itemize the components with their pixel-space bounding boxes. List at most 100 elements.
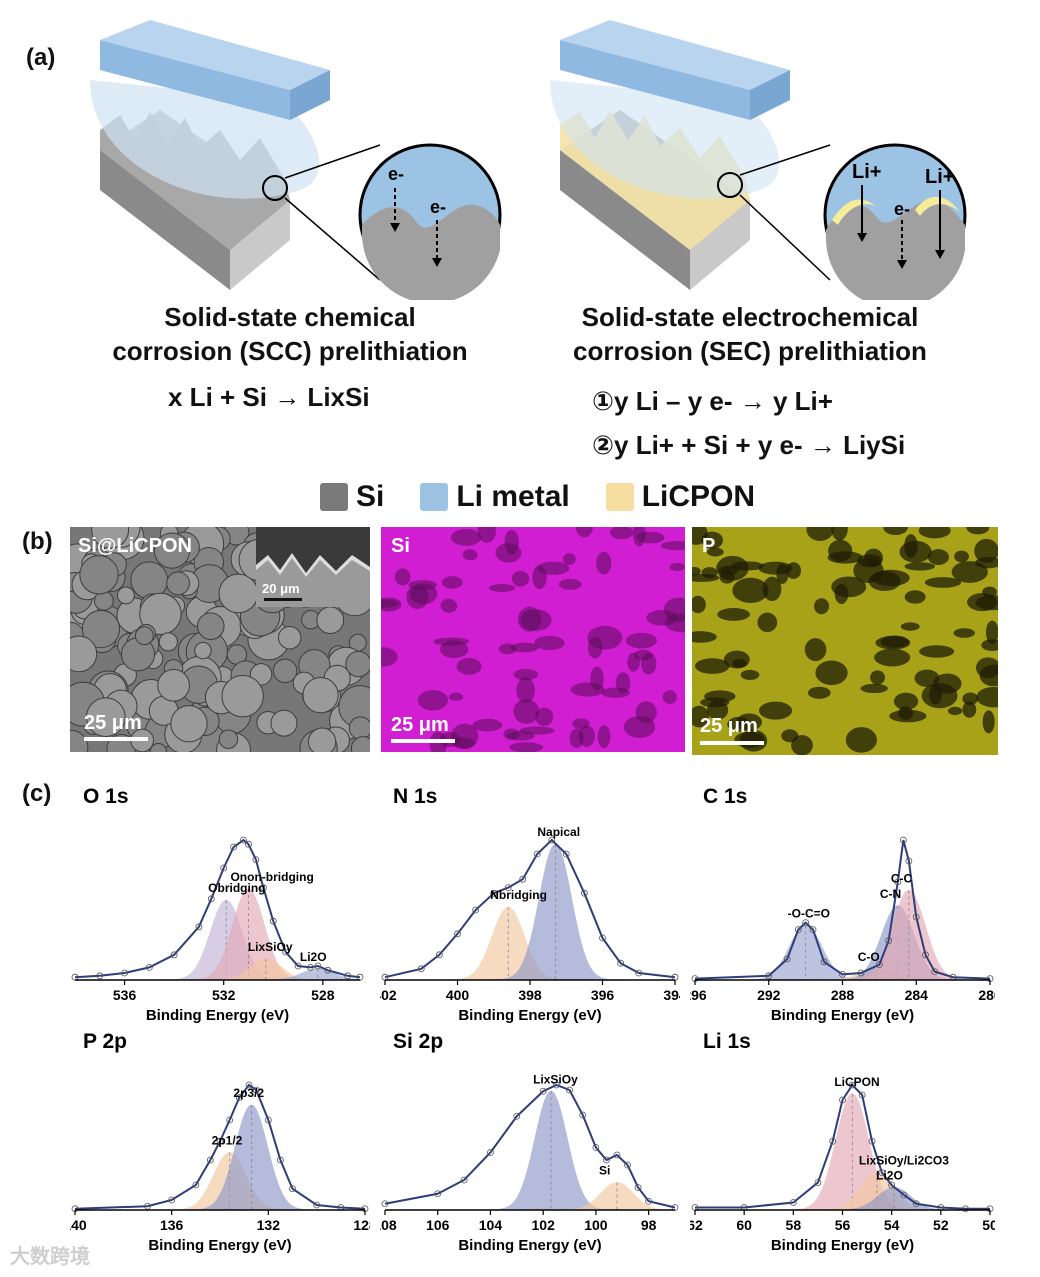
data-point (206, 1156, 214, 1164)
peak-label: LixSiOy/Li2CO3 (859, 1154, 949, 1168)
p-map-dark-region (954, 550, 969, 563)
envelope-line (384, 1083, 676, 1209)
si-map-dark-region (610, 527, 634, 540)
p-map-dark-region (947, 706, 963, 716)
xps-chart-2: C 1s -O-C=O C-O C-N C-C 296 292 288 284 280 Bindin… (690, 785, 995, 1024)
x-tick-label: 536 (113, 987, 137, 1003)
x-tick-label: 400 (446, 987, 470, 1003)
si-map-dark-region (433, 637, 470, 646)
data-point (624, 1161, 631, 1169)
data-point (344, 972, 352, 980)
p-map-dark-region (740, 669, 760, 680)
data-point (868, 1137, 876, 1145)
data-point (240, 836, 247, 844)
scc-equation: x Li + Si → LixSi (168, 382, 370, 412)
data-point (857, 969, 865, 977)
sem-inset: 20 μm (256, 527, 370, 607)
sem-grain (166, 571, 190, 596)
x-tick-label: 396 (591, 987, 615, 1003)
data-point (878, 1169, 886, 1176)
data-point (220, 864, 228, 872)
material-legend: Si Li metal LiCPON (320, 480, 755, 514)
si-map-dark-region (509, 742, 544, 752)
data-point (783, 955, 791, 963)
p-eds-map: P 25 μm (692, 527, 998, 755)
p-map-dark-region (786, 562, 802, 580)
data-point (634, 1184, 642, 1191)
data-point (252, 1086, 260, 1094)
chart-title: N 1s (393, 785, 437, 808)
data-point (789, 1199, 797, 1206)
sec-equation-2: ②y Li+ + Si + y e- → LiySi (592, 430, 906, 460)
electron-label: e- (430, 197, 446, 217)
p-map-dark-region (828, 539, 853, 562)
peak-label: LiCPON (834, 1075, 879, 1089)
data-point (504, 884, 512, 891)
x-tick-label: 56 (835, 1217, 851, 1233)
data-point (513, 1112, 521, 1120)
si-map-dark-region (532, 565, 547, 590)
p-map-dark-region (975, 556, 998, 569)
inset-scale-bar (264, 598, 302, 601)
data-point (519, 875, 527, 883)
x-tick-label: 136 (160, 1217, 184, 1233)
li-ion-label: Li+ (925, 166, 954, 188)
data-point (245, 840, 252, 848)
data-point (195, 923, 203, 931)
sec-schematic: Li+ Li+ e- (550, 20, 967, 300)
p-map-dark-region (860, 683, 888, 694)
si-map-dark-region (534, 635, 565, 651)
si-map-dark-region (472, 718, 503, 732)
si-map-dark-region (462, 549, 478, 561)
data-point (580, 889, 588, 897)
data-point (931, 968, 939, 976)
sem-grain (157, 669, 190, 702)
x-axis-label: Binding Energy (eV) (458, 1237, 601, 1254)
data-point (900, 1191, 908, 1199)
data-point (875, 961, 883, 969)
data-point (460, 1176, 468, 1184)
si-map-dark-region (456, 657, 482, 675)
data-point (592, 1144, 600, 1151)
si-map-scale-label: 25 μm (391, 714, 449, 736)
sem-grain (91, 527, 130, 549)
x-tick-label: 104 (479, 1217, 503, 1233)
data-point (434, 1190, 442, 1198)
legend-item-li-metal: Li metal (420, 480, 570, 514)
x-tick-label: 108 (380, 1217, 397, 1233)
data-point (599, 934, 606, 942)
sem-grain (221, 674, 264, 718)
data-point (552, 1081, 560, 1089)
p-map-dark-region (731, 561, 764, 571)
si-map-dark-region (596, 551, 612, 575)
si-map-dark-region (623, 716, 656, 738)
peak-label: LixSiOy (248, 940, 293, 954)
x-tick-label: 58 (786, 1217, 802, 1233)
p-map-dark-region (874, 648, 911, 667)
peak-label: 2p3/2 (233, 1086, 264, 1100)
x-axis-label: Binding Energy (eV) (146, 1007, 289, 1024)
li-metal-swatch (420, 483, 449, 511)
data-point (912, 913, 920, 921)
envelope-line (694, 839, 991, 980)
x-tick-label: 402 (380, 987, 397, 1003)
p-map-dark-region (900, 622, 920, 631)
data-point (435, 951, 443, 959)
sem-grain (345, 650, 370, 678)
p-map-dark-region (757, 612, 778, 633)
data-point (839, 970, 846, 978)
x-tick-label: 280 (978, 987, 995, 1003)
data-point (216, 1137, 224, 1145)
peak-fill (695, 905, 990, 981)
p-map-dark-region (918, 527, 951, 539)
x-tick-label: 54 (884, 1217, 900, 1233)
data-point (839, 1096, 846, 1104)
data-point (168, 1196, 176, 1204)
p-map-dark-region (981, 639, 998, 651)
si-map-dark-region (597, 725, 611, 749)
peak-label: Li2O (876, 1169, 903, 1183)
si-map-dark-region (513, 699, 540, 724)
data-point (252, 856, 260, 863)
p-map-dark-region (919, 645, 955, 658)
sem-grain (116, 586, 135, 605)
